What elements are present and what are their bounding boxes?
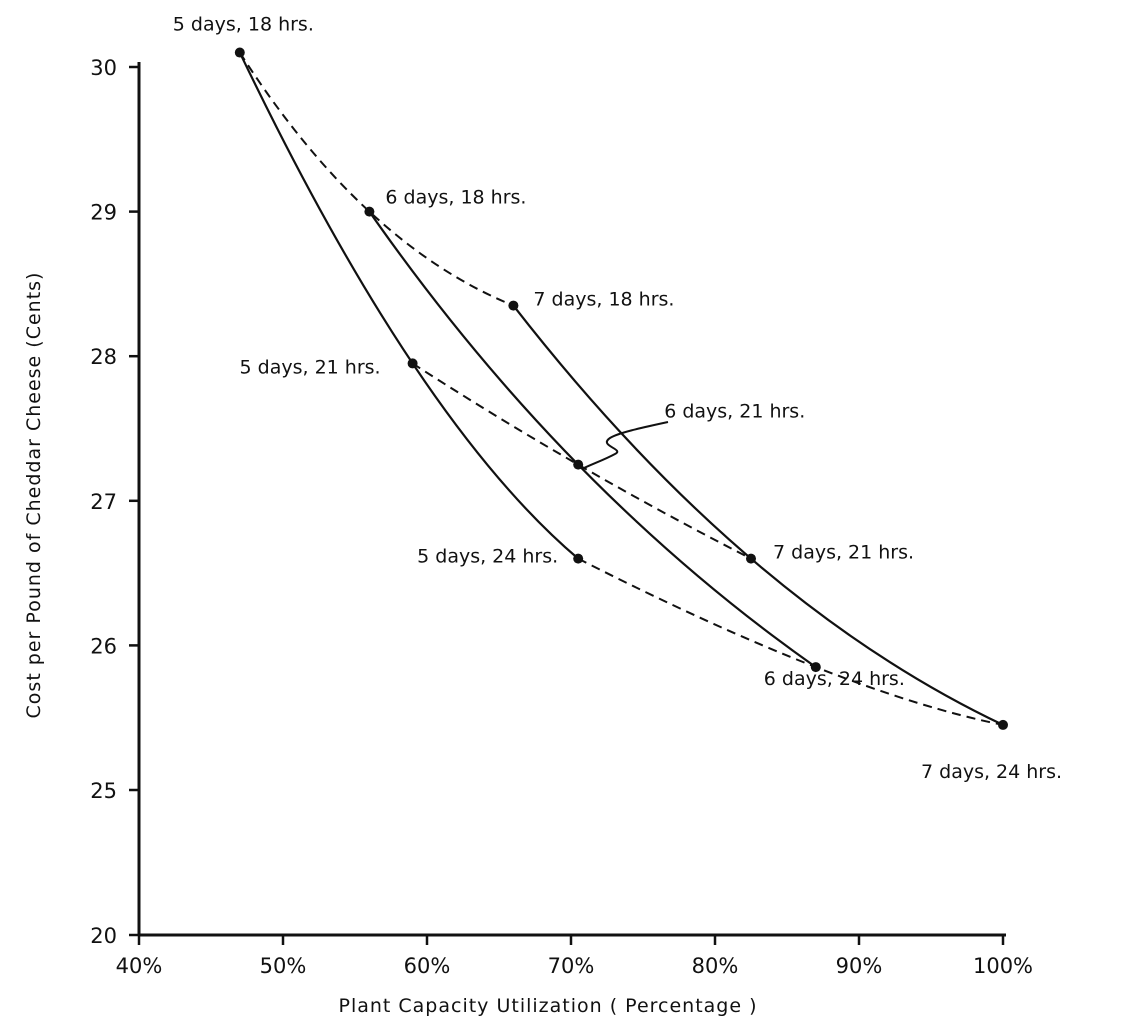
- point-label: 7 days, 21 hrs.: [773, 542, 914, 564]
- data-points: [235, 48, 1008, 730]
- solid-curve-0: [240, 53, 578, 559]
- point-label: 5 days, 18 hrs.: [173, 14, 314, 36]
- point-label: 5 days, 21 hrs.: [240, 356, 381, 378]
- y-tick-label: 28: [90, 345, 117, 369]
- data-point: [235, 48, 245, 58]
- y-tick-label: 20: [90, 924, 117, 948]
- data-point: [364, 207, 374, 217]
- x-tick-label: 40%: [116, 954, 163, 978]
- x-tick-label: 80%: [692, 954, 739, 978]
- y-tick-label: 29: [90, 201, 117, 225]
- y-tick-label: 25: [90, 779, 117, 803]
- data-point: [573, 554, 583, 564]
- data-point: [408, 358, 418, 368]
- label-leader-line: [582, 422, 668, 469]
- point-label: 6 days, 21 hrs.: [664, 401, 805, 423]
- data-point: [746, 554, 756, 564]
- curves: [240, 53, 1003, 725]
- point-label: 7 days, 24 hrs.: [921, 761, 1062, 783]
- y-axis-title: Cost per Pound of Cheddar Cheese (Cents): [23, 272, 45, 719]
- y-tick-label: 27: [90, 490, 117, 514]
- x-tick-label: 60%: [404, 954, 451, 978]
- point-label: 7 days, 18 hrs.: [533, 289, 674, 311]
- axis-ticks: 20 25 26 27 28 29 30 40% 50% 60% 70% 80% 90% 100%: [90, 56, 1033, 978]
- y-tick-label: 30: [90, 56, 117, 80]
- point-labels: 5 days, 18 hrs. 6 days, 18 hrs. 7 days, 18…: [173, 14, 1062, 783]
- dashed-curve-4: [413, 363, 751, 558]
- point-label: 6 days, 24 hrs.: [764, 668, 905, 690]
- point-label: 5 days, 24 hrs.: [417, 546, 558, 568]
- x-tick-label: 100%: [973, 954, 1033, 978]
- dashed-curve-3: [240, 53, 514, 306]
- y-tick-label: 26: [90, 634, 117, 658]
- dashed-curve-5: [578, 559, 1003, 725]
- solid-curve-2: [513, 306, 1003, 725]
- x-tick-label: 70%: [548, 954, 595, 978]
- data-point: [508, 301, 518, 311]
- solid-curve-1: [369, 212, 815, 667]
- x-tick-label: 50%: [260, 954, 307, 978]
- x-axis-title: Plant Capacity Utilization ( Percentage …: [338, 995, 757, 1017]
- point-label: 6 days, 18 hrs.: [385, 187, 526, 209]
- x-tick-label: 90%: [836, 954, 883, 978]
- data-point: [998, 720, 1008, 730]
